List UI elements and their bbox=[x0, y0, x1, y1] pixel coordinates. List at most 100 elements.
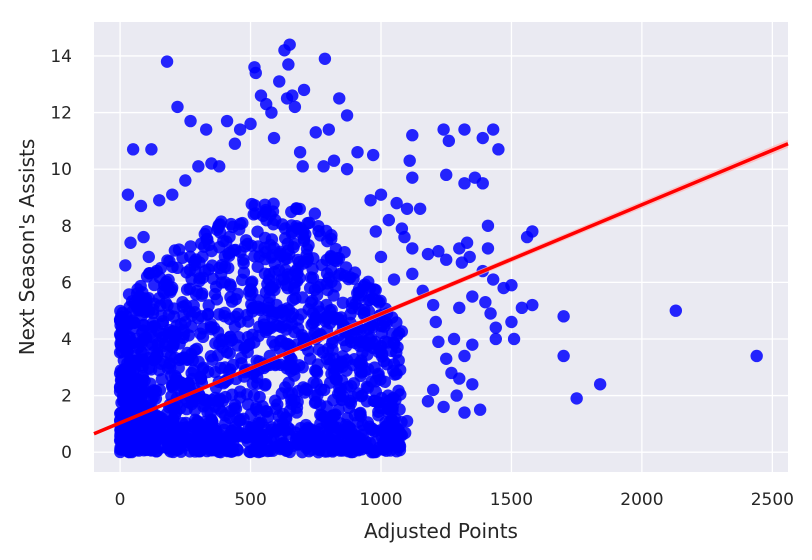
scatter-point bbox=[116, 389, 130, 403]
scatter-point bbox=[303, 352, 317, 365]
scatter-point bbox=[175, 352, 189, 365]
scatter-point bbox=[372, 405, 385, 418]
scatter-point bbox=[213, 392, 226, 405]
y-tick-label: 0 bbox=[61, 443, 72, 463]
scatter-point bbox=[406, 267, 419, 281]
scatter-point bbox=[246, 285, 259, 299]
scatter-point bbox=[322, 123, 336, 136]
scatter-point bbox=[273, 75, 286, 88]
scatter-point bbox=[131, 443, 144, 457]
scatter-point bbox=[124, 398, 137, 411]
x-tick-label: 500 bbox=[234, 490, 266, 510]
scatter-point bbox=[385, 344, 398, 358]
scatter-point bbox=[279, 411, 292, 424]
scatter-point bbox=[234, 315, 247, 328]
scatter-point bbox=[190, 342, 204, 356]
scatter-point bbox=[144, 363, 158, 376]
scatter-point bbox=[287, 241, 300, 254]
scatter-point bbox=[489, 321, 502, 334]
scatter-point bbox=[204, 350, 218, 363]
scatter-point bbox=[279, 323, 293, 336]
scatter-point bbox=[272, 439, 285, 452]
scatter-point bbox=[286, 293, 300, 307]
scatter-point bbox=[247, 389, 261, 402]
scatter-point bbox=[115, 332, 128, 345]
scatter-point bbox=[248, 444, 261, 458]
scatter-point bbox=[234, 413, 247, 426]
scatter-point bbox=[392, 354, 405, 367]
scatter-point bbox=[387, 273, 401, 286]
scatter-point bbox=[440, 352, 453, 365]
scatter-point bbox=[375, 326, 389, 340]
scatter-point bbox=[557, 310, 570, 323]
scatter-point bbox=[450, 389, 463, 402]
scatter-point bbox=[193, 256, 206, 269]
scatter-point bbox=[369, 436, 382, 449]
scatter-point bbox=[124, 236, 137, 249]
scatter-point bbox=[297, 332, 310, 345]
scatter-point bbox=[327, 154, 341, 167]
scatter-point bbox=[172, 361, 185, 374]
scatter-point bbox=[131, 282, 144, 296]
scatter-point bbox=[366, 148, 380, 162]
scatter-point bbox=[184, 114, 197, 128]
scatter-point bbox=[403, 154, 416, 167]
scatter-point bbox=[207, 321, 221, 335]
scatter-point bbox=[297, 83, 311, 97]
regression-line-group bbox=[93, 139, 789, 436]
x-tick-labels: 0 500 1000 1500 2000 2500 bbox=[115, 490, 794, 510]
scatter-point bbox=[380, 420, 393, 433]
scatter-point bbox=[131, 341, 145, 355]
scatter-point bbox=[315, 258, 329, 272]
scatter-point bbox=[442, 134, 456, 148]
scatter-point bbox=[134, 199, 148, 213]
scatter-point bbox=[166, 378, 179, 392]
scatter-point bbox=[366, 321, 379, 334]
scatter-point bbox=[285, 397, 298, 411]
scatter-point bbox=[202, 365, 215, 379]
scatter-point bbox=[212, 308, 226, 321]
scatter-point bbox=[263, 321, 276, 334]
scatter-point bbox=[293, 202, 306, 216]
scatter-point bbox=[332, 403, 345, 417]
y-tick-label: 2 bbox=[61, 387, 72, 407]
scatter-point bbox=[184, 250, 197, 263]
scatter-point bbox=[466, 290, 479, 303]
scatter-point bbox=[153, 194, 166, 207]
scatter-point bbox=[406, 129, 419, 142]
scatter-point bbox=[241, 330, 255, 344]
scatter-point bbox=[169, 329, 182, 343]
scatter-point bbox=[344, 397, 358, 410]
scatter-point bbox=[186, 432, 199, 445]
scatter-point bbox=[489, 332, 502, 346]
scatter-point bbox=[283, 38, 296, 51]
scatter-point bbox=[215, 405, 229, 419]
scatter-point bbox=[374, 373, 387, 386]
scatter-point bbox=[432, 335, 445, 349]
scatter-point bbox=[248, 199, 261, 212]
scatter-point bbox=[281, 281, 294, 295]
scatter-point bbox=[486, 273, 500, 286]
scatter-point bbox=[293, 145, 307, 159]
scatter-point bbox=[223, 430, 236, 443]
scatter-point bbox=[198, 393, 211, 406]
scatter-point bbox=[298, 386, 311, 399]
scatter-point bbox=[381, 389, 395, 402]
scatter-point bbox=[344, 379, 358, 393]
scatter-point bbox=[392, 384, 405, 398]
scatter-point bbox=[180, 283, 194, 296]
y-tick-label: 10 bbox=[50, 160, 72, 180]
scatter-point bbox=[282, 58, 295, 71]
scatter-point bbox=[150, 264, 163, 278]
scatter-point bbox=[137, 385, 150, 399]
scatter-point bbox=[114, 310, 128, 323]
scatter-point bbox=[151, 339, 165, 352]
scatter-point bbox=[269, 402, 282, 415]
scatter-point bbox=[466, 378, 479, 391]
scatter-point bbox=[185, 272, 198, 286]
scatter-point bbox=[258, 231, 272, 245]
scatter-point bbox=[296, 160, 309, 173]
scatter-point bbox=[263, 283, 277, 296]
scatter-point bbox=[245, 239, 258, 252]
